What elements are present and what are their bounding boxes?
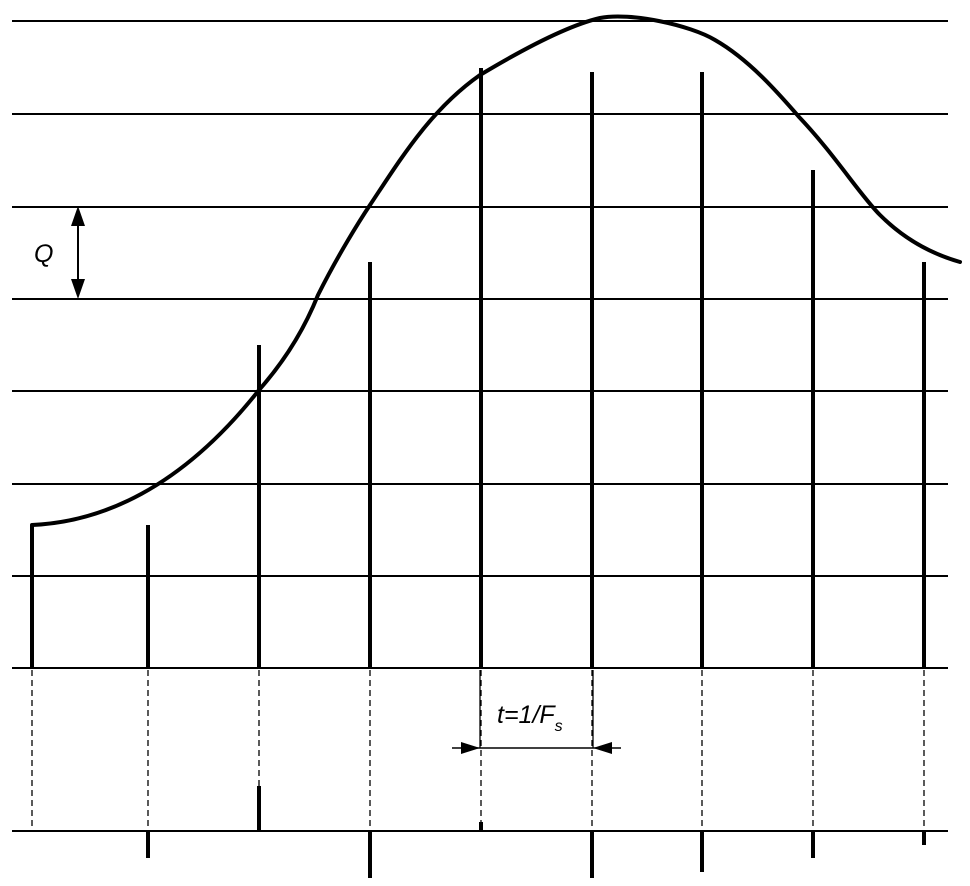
quantization-error-bars (146, 786, 926, 878)
quantization-step-arrow (71, 206, 85, 299)
sampling-period-label: t=1/Fs (497, 701, 563, 735)
sampling-period-subscript: s (555, 718, 563, 735)
sampling-period-arrows (452, 670, 621, 754)
sample-projection-lines (31, 670, 925, 831)
analog-signal-curve (30, 14, 962, 527)
quantized-sample-bars (30, 68, 926, 668)
quantization-step-label: Q (34, 240, 53, 268)
